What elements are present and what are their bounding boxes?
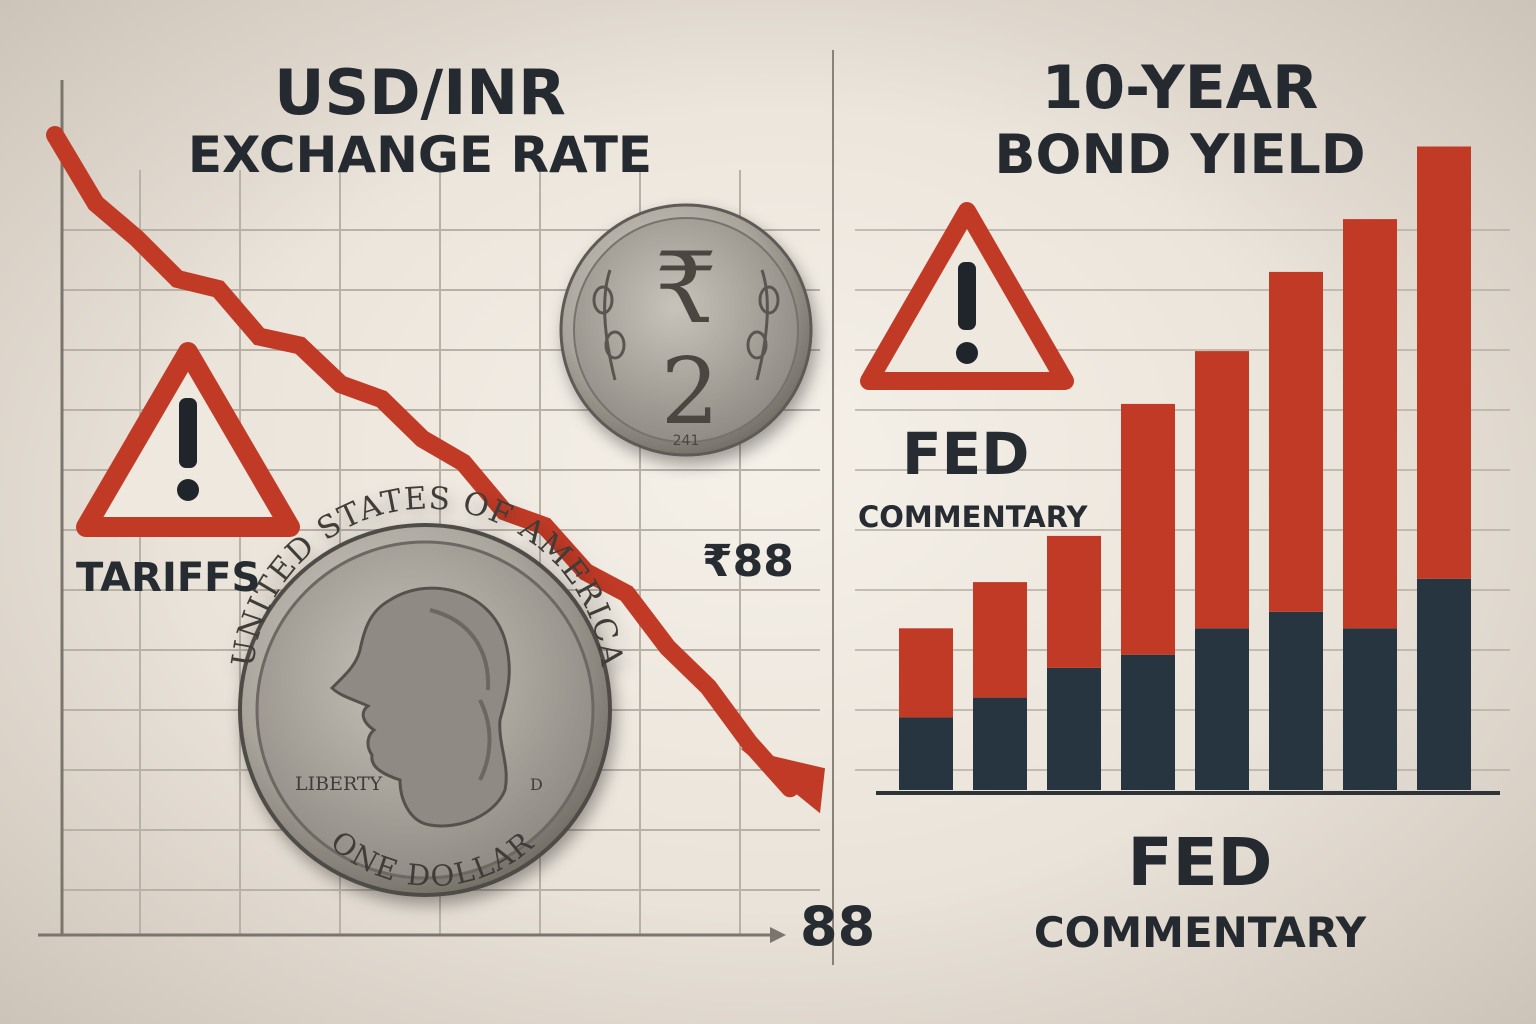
bar-segment-upper <box>1047 535 1101 668</box>
fed-callout-title: FED <box>902 420 1030 488</box>
bar-segment-lower <box>1417 578 1471 790</box>
bar-segment-upper <box>899 628 953 718</box>
arrow-down-icon <box>740 748 825 814</box>
fed-callout-subtitle: COMMENTARY <box>858 500 1088 534</box>
axis-88-label: 88 <box>800 895 876 958</box>
bar-segment-upper <box>973 582 1027 698</box>
bar-segment-lower <box>1343 628 1397 790</box>
bar-segment-lower <box>899 717 953 790</box>
left-chart-title-line1: USD/INR <box>274 56 566 129</box>
fed-footer-subtitle: COMMENTARY <box>1033 908 1367 957</box>
rupee-88-label: ₹88 <box>702 536 794 587</box>
dollar-coin-mint-mark: D <box>530 775 543 794</box>
rupee-coin-symbol: ₹ <box>655 232 717 346</box>
bar-segment-upper <box>1269 271 1323 612</box>
bar-segment-lower <box>1047 667 1101 790</box>
rupee-coin-denomination: 2 <box>661 338 720 445</box>
axis-arrow-icon <box>770 927 786 943</box>
bar-segment-upper <box>1343 219 1397 629</box>
bar-segment-lower <box>1121 654 1175 790</box>
warning-triangle-icon <box>860 202 1074 390</box>
dollar-coin-liberty: LIBERTY <box>295 773 383 795</box>
rupee-coin-year: 241 <box>673 433 700 449</box>
right-chart-title-line1: 10-YEAR <box>1041 53 1319 123</box>
bar-segment-upper <box>1195 351 1249 629</box>
right-chart-title-line2: BOND YIELD <box>994 123 1366 186</box>
bar-segment-upper <box>1121 403 1175 655</box>
portrait-relief <box>329 586 511 828</box>
bar-segment-upper <box>1417 146 1471 579</box>
bar-series-group <box>899 146 1471 790</box>
bar-segment-lower <box>973 697 1027 790</box>
fed-footer-title: FED <box>1127 824 1273 901</box>
bar-segment-lower <box>1195 628 1249 790</box>
line-series-group <box>46 126 825 814</box>
tariffs-label: TARIFFS <box>76 555 261 601</box>
bar-segment-lower <box>1269 611 1323 790</box>
rupee-coin: ₹ 2 241 <box>559 203 813 457</box>
warning-triangle-icon <box>76 342 300 537</box>
left-chart-title-line2: EXCHANGE RATE <box>187 126 653 184</box>
dollar-coin: UNITED STATES OF AMERICA LIBERTY D ONE D… <box>225 480 629 897</box>
